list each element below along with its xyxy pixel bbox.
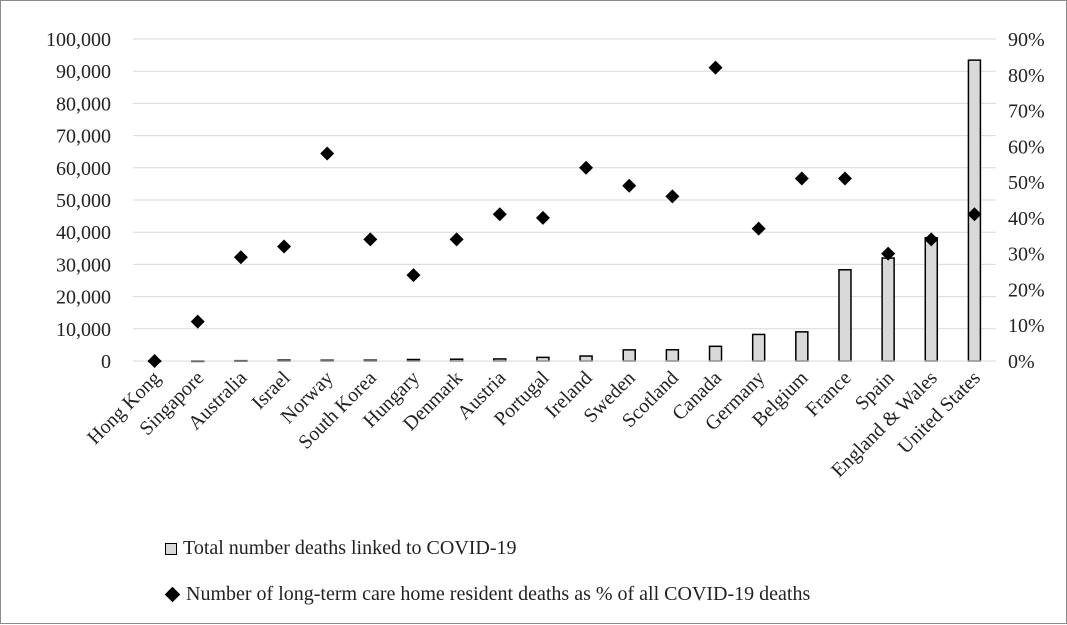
diamond-marker	[535, 210, 550, 225]
diamond-marker	[837, 171, 852, 186]
y-left-tick-label: 0	[101, 351, 111, 373]
y-left-tick-label: 80,000	[56, 93, 111, 115]
diamond-marker	[967, 207, 982, 222]
y-left-tick-label: 60,000	[56, 158, 111, 180]
diamond-marker	[147, 354, 162, 368]
y-right-tick-label: 10%	[1008, 315, 1045, 337]
legend-diamond-swatch	[164, 586, 181, 603]
y-right-tick-label: 50%	[1008, 172, 1045, 194]
diamond-marker	[881, 246, 896, 261]
y-right-tick-label: 0%	[1008, 351, 1035, 373]
y-right-tick-label: 20%	[1008, 279, 1045, 301]
legend-bar-swatch	[165, 542, 177, 555]
diamond-marker	[492, 207, 507, 222]
bar	[838, 269, 852, 362]
bar	[881, 257, 895, 362]
diamond-marker	[320, 146, 335, 161]
y-right-tick-label: 30%	[1008, 244, 1045, 266]
y-left-tick-label: 40,000	[56, 222, 111, 244]
diamond-marker	[665, 189, 680, 204]
bar	[665, 349, 680, 362]
y-left-tick-label: 10,000	[56, 319, 111, 341]
y-left-tick-label: 100,000	[46, 29, 111, 51]
y-left-tick-label: 50,000	[56, 190, 111, 212]
y-left-tick-label: 30,000	[56, 254, 111, 276]
diamond-marker	[924, 232, 939, 247]
diamond-marker	[277, 239, 292, 254]
bar	[708, 345, 723, 362]
legend-bar-label: Total number deaths linked to COVID-19	[183, 537, 517, 559]
bar	[622, 349, 636, 362]
y-right-tick-label: 60%	[1008, 136, 1045, 158]
y-right-tick-label: 90%	[1008, 29, 1045, 51]
y-right-tick-label: 70%	[1008, 101, 1045, 123]
diamond-marker	[233, 250, 248, 265]
x-category-label: France	[801, 367, 855, 421]
y-left-tick-label: 20,000	[56, 287, 111, 309]
bar	[536, 356, 550, 362]
diamond-marker	[751, 221, 766, 236]
diamond-marker	[794, 171, 809, 186]
diamond-marker	[579, 160, 594, 175]
bar	[751, 333, 766, 362]
y-right-tick-label: 40%	[1008, 208, 1045, 230]
bar	[579, 355, 593, 362]
y-left-tick-label: 90,000	[56, 61, 111, 83]
y-left-tick-label: 70,000	[56, 126, 111, 148]
bar	[924, 236, 939, 362]
y-right-tick-label: 80%	[1008, 65, 1045, 87]
legend-item-markers: Number of long-term care home resident d…	[164, 583, 811, 606]
diamond-marker	[190, 314, 205, 329]
diamond-marker	[708, 60, 723, 75]
bar	[795, 331, 809, 362]
diamond-marker	[622, 178, 637, 193]
diamond-marker	[406, 268, 421, 283]
diamond-marker	[449, 232, 464, 247]
diamond-marker	[363, 232, 378, 247]
legend-marker-label: Number of long-term care home resident d…	[186, 583, 811, 605]
legend-item-bars: Total number deaths linked to COVID-19	[165, 537, 517, 560]
